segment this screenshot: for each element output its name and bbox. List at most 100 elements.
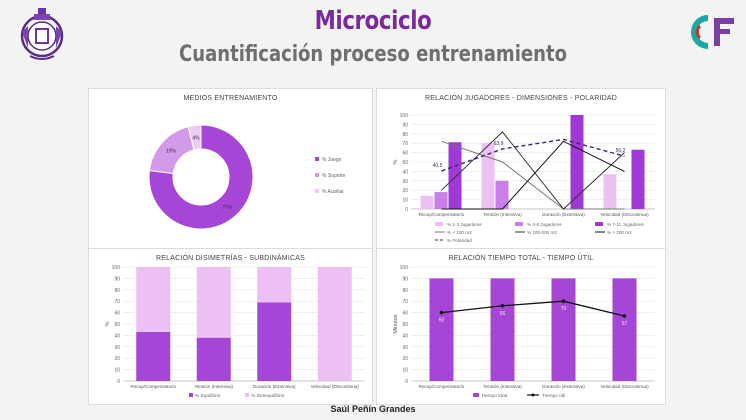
legend-swatch xyxy=(315,189,319,193)
line-point xyxy=(561,299,566,303)
legend-label: % 7-11 Jugadores xyxy=(607,222,645,227)
stacked-bar-segment xyxy=(196,337,231,381)
legend-swatch xyxy=(595,222,603,226)
y-tick-label: 40 xyxy=(402,169,408,175)
legend-swatch xyxy=(245,393,249,397)
x-tick-label: Duración (Extensiva) xyxy=(253,384,296,389)
panel-medios-entrenamiento: MEDIOS ENTRENAMIENTO 77% 19% 4% % Juego % So… xyxy=(88,88,373,250)
page-title: Microciclo xyxy=(314,6,432,36)
legend-label: % Polaridad xyxy=(447,238,472,243)
stacked-bar-segment xyxy=(136,267,171,332)
y-tick-label: 50 xyxy=(114,322,120,328)
x-tick-label: Recup/Compensatorio xyxy=(419,384,465,389)
y-tick-label: 100 xyxy=(112,265,121,271)
y-tick-label: 10 xyxy=(114,368,120,374)
bar xyxy=(429,278,454,381)
y-tick-label: 100 xyxy=(400,265,409,271)
legend-label: Tiempo útil xyxy=(542,393,565,399)
bar xyxy=(570,115,584,209)
data-label: 66 xyxy=(500,311,506,317)
legend-label: % Desequilibrio xyxy=(251,393,285,399)
y-tick-label: 60 xyxy=(402,151,408,157)
y-tick-label: 20 xyxy=(402,356,408,362)
bar xyxy=(631,149,645,209)
bar xyxy=(551,278,576,381)
bar xyxy=(434,192,448,209)
legend-swatch xyxy=(515,222,523,226)
y-tick-label: 90 xyxy=(402,276,408,282)
x-tick-label: Duración (Extensiva) xyxy=(542,384,585,389)
donut-chart: 77% 19% 4% % Juego % Soporte % Auxiliar xyxy=(148,124,346,230)
series-line xyxy=(441,140,625,210)
y-tick-label: 60 xyxy=(114,311,120,317)
line-point xyxy=(439,310,444,315)
chart-title: MEDIOS ENTRENAMIENTO xyxy=(183,95,278,102)
panel-jugadores-dimensiones: RELACIÓN JUGADORES - DIMENSIONES - POLAR… xyxy=(376,88,666,250)
legend-swatch xyxy=(473,393,479,397)
y-tick-label: 80 xyxy=(402,288,408,294)
line-point xyxy=(500,303,505,308)
author-footer: Saúl Peñín Grandes xyxy=(330,404,416,414)
data-label: 56,2 xyxy=(616,148,626,154)
stacked-bar-chart: 0 10 20 30 40 50 60 70 80 90 100% Recup/Compensator… xyxy=(105,265,365,399)
y-tick-label: 10 xyxy=(402,368,408,374)
y-axis-label: % xyxy=(393,159,399,164)
slice-label: 4% xyxy=(192,135,200,141)
data-label: 63,9 xyxy=(494,141,504,147)
data-label: 57 xyxy=(622,321,628,327)
y-tick-label: 40 xyxy=(402,333,408,339)
bar xyxy=(481,143,495,209)
data-label: 40,5 xyxy=(433,163,443,169)
page-subtitle: Cuantificación proceso entrenamiento xyxy=(178,42,568,67)
series-line xyxy=(441,300,625,317)
chart-title: RELACIÓN DISIMETRÍAS - SUBDINÁMICAS xyxy=(156,255,305,262)
y-tick-label: 70 xyxy=(402,299,408,305)
data-label: 60 xyxy=(439,318,445,324)
stacked-bar-segment xyxy=(196,267,231,338)
club-crest-logo xyxy=(20,8,64,60)
bar xyxy=(495,180,509,209)
line-point xyxy=(622,314,627,318)
y-tick-label: 80 xyxy=(402,132,408,138)
x-tick-label: Velocidad (Discontinua) xyxy=(600,384,649,389)
legend-label: % Soporte xyxy=(322,173,346,179)
y-tick-label: 90 xyxy=(114,276,120,282)
slice-label: 19% xyxy=(166,149,177,155)
y-tick-label: 50 xyxy=(402,322,408,328)
y-tick-label: 30 xyxy=(114,345,120,351)
y-tick-label: 10 xyxy=(402,198,408,204)
x-tick-label: Duración (Extensiva) xyxy=(542,212,585,217)
legend-swatch xyxy=(189,393,193,397)
legend-label: Tiempo total xyxy=(481,393,507,399)
x-tick-label: Tensión (Intensiva) xyxy=(194,384,233,389)
bar-line-chart: 0 10 20 30 40 50 60 70 80 90 100 Minutos Recup/Compe… xyxy=(393,265,655,399)
series-line xyxy=(441,131,625,210)
chart-title: RELACIÓN JUGADORES - DIMENSIONES - POLAR… xyxy=(425,95,617,102)
bar xyxy=(420,195,434,209)
x-tick-label: Velocidad (Discontinua) xyxy=(311,384,360,389)
y-tick-label: 30 xyxy=(402,179,408,185)
stacked-bar-segment xyxy=(257,302,292,381)
polaridad-line xyxy=(441,138,625,172)
stacked-bar-segment xyxy=(257,267,292,303)
bar xyxy=(490,278,515,381)
legend-label: % < 100 m2 xyxy=(447,230,472,235)
y-tick-label: 0 xyxy=(405,207,408,213)
y-tick-label: 70 xyxy=(402,141,408,147)
panel-tiempo: RELACIÓN TIEMPO TOTAL - TIEMPO ÚTIL 0 10 2… xyxy=(376,248,666,405)
y-tick-label: 20 xyxy=(402,188,408,194)
y-axis-label: Minutos xyxy=(393,314,399,334)
legend-swatch xyxy=(531,393,535,397)
legend-label: % > 200 m2 xyxy=(607,230,632,235)
bar xyxy=(448,142,462,209)
legend-label: % 4-6 Jugadores xyxy=(527,222,562,227)
stacked-bar-segment xyxy=(317,267,352,381)
pie-slice xyxy=(148,124,254,230)
y-tick-label: 20 xyxy=(114,356,120,362)
x-tick-label: Tensión (Intensiva) xyxy=(483,384,522,389)
bar xyxy=(612,278,637,381)
series-line xyxy=(441,140,625,210)
panel-disimetrias: RELACIÓN DISIMETRÍAS - SUBDINÁMICAS 0 10 2… xyxy=(88,248,373,405)
pie-slice xyxy=(187,124,202,151)
cf-logo xyxy=(691,15,734,49)
